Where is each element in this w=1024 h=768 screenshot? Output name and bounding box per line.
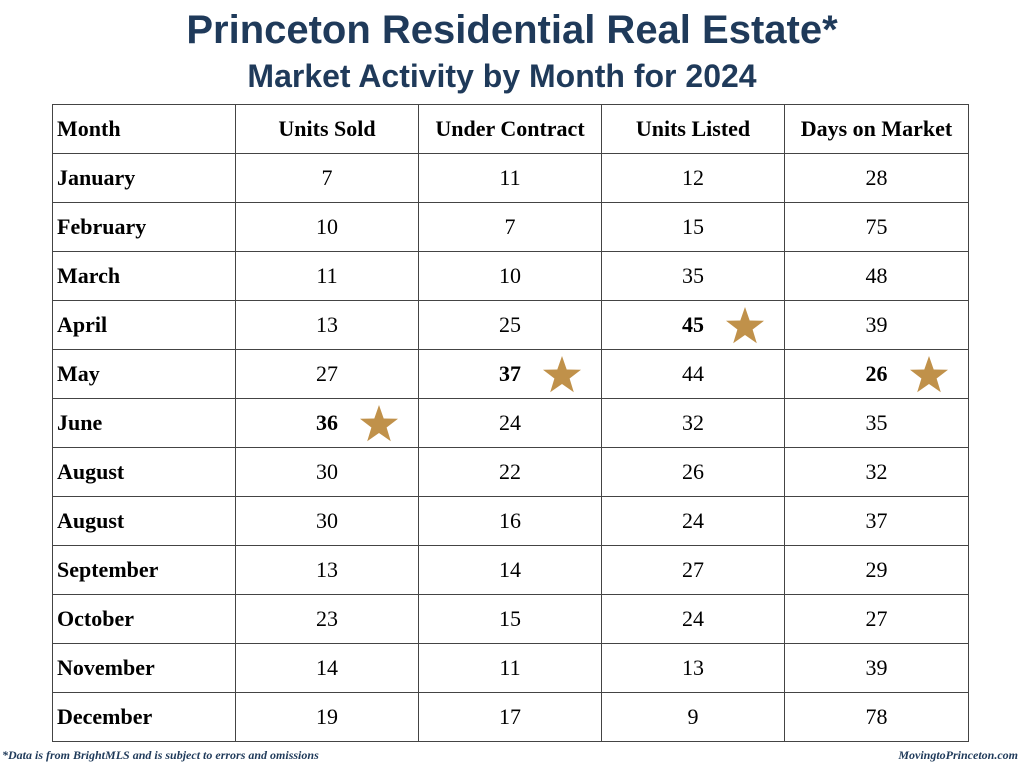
value-cell: 10 xyxy=(235,202,419,252)
footnote: *Data is from BrightMLS and is subject t… xyxy=(2,748,319,762)
table-row: April 13 25 45 39 xyxy=(52,300,969,350)
column-header: Units Sold xyxy=(235,104,419,154)
star-icon xyxy=(726,307,764,344)
value-cell: 36 xyxy=(235,398,419,448)
value-cell: 27 xyxy=(235,349,419,399)
table-row: February 10 7 15 75 xyxy=(52,202,969,252)
month-cell: January xyxy=(52,153,236,203)
value-cell: 37 xyxy=(418,349,602,399)
value-cell: 13 xyxy=(235,300,419,350)
value-cell: 15 xyxy=(601,202,785,252)
column-header: Days on Market xyxy=(784,104,969,154)
value-cell: 78 xyxy=(784,692,969,742)
month-cell: October xyxy=(52,594,236,644)
value-cell: 29 xyxy=(784,545,969,595)
table-row: March 11 10 35 48 xyxy=(52,251,969,301)
value-cell: 26 xyxy=(784,349,969,399)
value-cell: 30 xyxy=(235,447,419,497)
value-cell: 32 xyxy=(601,398,785,448)
value-cell: 15 xyxy=(418,594,602,644)
star-icon xyxy=(909,356,948,393)
value-cell: 37 xyxy=(784,496,969,546)
value-cell: 7 xyxy=(418,202,602,252)
month-cell: May xyxy=(52,349,236,399)
value-cell: 11 xyxy=(418,153,602,203)
value-cell: 7 xyxy=(235,153,419,203)
table-body: January 7 11 12 28 February 10 7 15 75 March 11 10 35… xyxy=(52,153,969,742)
value-cell: 26 xyxy=(601,447,785,497)
month-cell: June xyxy=(52,398,236,448)
column-header: Month xyxy=(52,104,236,154)
star xyxy=(726,307,764,344)
value-cell: 30 xyxy=(235,496,419,546)
value-cell: 28 xyxy=(784,153,969,203)
value-cell: 12 xyxy=(601,153,785,203)
value-cell: 14 xyxy=(418,545,602,595)
column-header: Under Contract xyxy=(418,104,602,154)
subtitle: Market Activity by Month for 2024 xyxy=(247,58,757,94)
value-cell: 24 xyxy=(418,398,602,448)
month-cell: August xyxy=(52,496,236,546)
value-cell: 75 xyxy=(784,202,969,252)
value-cell: 22 xyxy=(418,447,602,497)
value-cell: 10 xyxy=(418,251,602,301)
value-cell: 14 xyxy=(235,643,419,693)
value-cell: 44 xyxy=(601,349,785,399)
star xyxy=(909,356,948,393)
value-cell: 24 xyxy=(601,594,785,644)
table-row: October 23 15 24 27 xyxy=(52,594,969,644)
value-cell: 27 xyxy=(601,545,785,595)
table-row: January 7 11 12 28 xyxy=(52,153,969,203)
table-row: May 27 37 44 26 xyxy=(52,349,969,399)
month-cell: April xyxy=(52,300,236,350)
table-row: November 14 11 13 39 xyxy=(52,643,969,693)
value-cell: 24 xyxy=(601,496,785,546)
value-cell: 9 xyxy=(601,692,785,742)
month-cell: August xyxy=(52,447,236,497)
value-cell: 25 xyxy=(418,300,602,350)
column-header: Units Listed xyxy=(601,104,785,154)
value-cell: 23 xyxy=(235,594,419,644)
month-cell: December xyxy=(52,692,236,742)
star-icon xyxy=(360,405,398,442)
star xyxy=(543,356,581,393)
star xyxy=(360,405,398,442)
site-name: MovingtoPrinceton.com xyxy=(898,748,1018,762)
table-row: August 30 16 24 37 xyxy=(52,496,969,546)
value-cell: 13 xyxy=(601,643,785,693)
month-cell: November xyxy=(52,643,236,693)
value-cell: 39 xyxy=(784,300,969,350)
value-cell: 17 xyxy=(418,692,602,742)
header-row: Month Units Sold Under Contract Units Liste… xyxy=(52,104,969,154)
value-cell: 11 xyxy=(418,643,602,693)
table-row: September 13 14 27 29 xyxy=(52,545,969,595)
month-cell: March xyxy=(52,251,236,301)
table-row: August 30 22 26 32 xyxy=(52,447,969,497)
value-cell: 13 xyxy=(235,545,419,595)
value-cell: 39 xyxy=(784,643,969,693)
title: Princeton Residential Real Estate* xyxy=(186,8,838,52)
table-row: December 19 17 9 78 xyxy=(52,692,969,742)
value-cell: 32 xyxy=(784,447,969,497)
value-cell: 27 xyxy=(784,594,969,644)
value-cell: 45 xyxy=(601,300,785,350)
value-cell: 35 xyxy=(601,251,785,301)
month-cell: September xyxy=(52,545,236,595)
table-row: June 36 24 32 35 xyxy=(52,398,969,448)
value-cell: 11 xyxy=(235,251,419,301)
value-cell: 16 xyxy=(418,496,602,546)
star-icon xyxy=(543,356,581,393)
month-cell: February xyxy=(52,202,236,252)
value-cell: 35 xyxy=(784,398,969,448)
value-cell: 19 xyxy=(235,692,419,742)
market-table: Month Units Sold Under Contract Units Liste… xyxy=(52,104,969,742)
value-cell: 48 xyxy=(784,251,969,301)
